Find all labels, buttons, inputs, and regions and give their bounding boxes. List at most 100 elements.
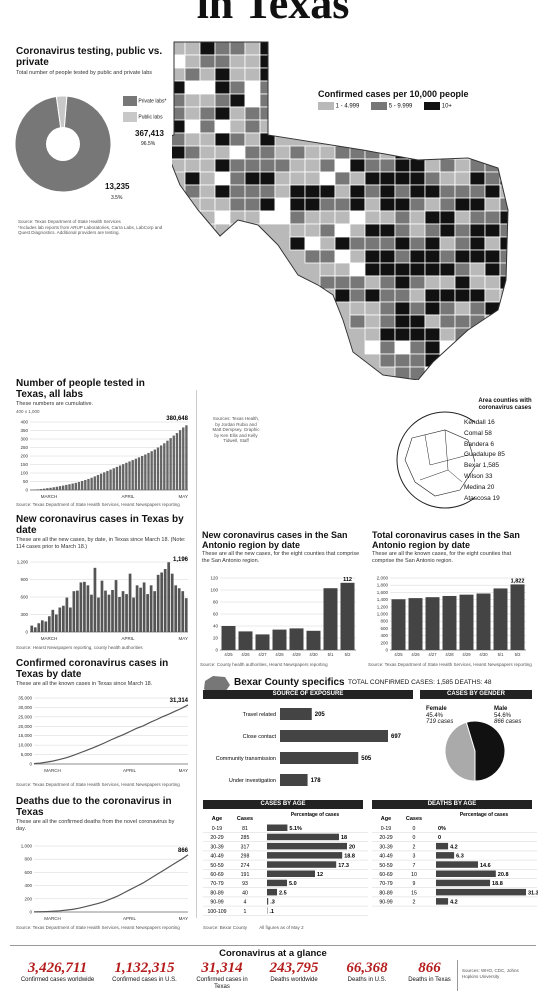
county-shape bbox=[199, 145, 216, 160]
county-shape bbox=[304, 236, 321, 251]
female-cases: 719 cases bbox=[426, 719, 454, 725]
county-shape bbox=[289, 236, 306, 251]
cases-cell: 317 bbox=[241, 844, 250, 850]
pie-hole bbox=[46, 127, 80, 161]
county-shape bbox=[244, 197, 261, 212]
county-shape bbox=[454, 249, 471, 264]
county-shape bbox=[259, 210, 276, 225]
bar bbox=[267, 824, 288, 831]
gender-banner: CASES BY GENDER bbox=[420, 690, 532, 699]
area-county-item: Medina 20 bbox=[464, 483, 495, 491]
county-shape bbox=[319, 210, 336, 225]
county-shape bbox=[170, 106, 186, 121]
bar bbox=[391, 599, 406, 650]
bar bbox=[99, 473, 103, 490]
age-cell: 20-29 bbox=[379, 835, 392, 841]
county-shape bbox=[454, 275, 471, 290]
county-shape bbox=[394, 249, 411, 264]
county-shape bbox=[199, 80, 216, 95]
bexar-source-text: Source: Bexar County bbox=[203, 925, 248, 930]
county-shape bbox=[319, 184, 336, 199]
y-tick-label: 350 bbox=[20, 428, 28, 433]
age-cell: 20-29 bbox=[210, 835, 223, 841]
testing-subtitle: Total number of people tested by public … bbox=[16, 70, 153, 76]
bar bbox=[408, 598, 423, 650]
bar bbox=[109, 469, 112, 490]
x-tick-label: 4/27 bbox=[258, 652, 267, 657]
y-tick-label: 1,200 bbox=[17, 560, 29, 565]
county-shape bbox=[349, 314, 366, 329]
female-label: Female bbox=[426, 706, 447, 712]
bar bbox=[159, 445, 163, 490]
col-header-pct: Percentage of cases bbox=[291, 812, 340, 818]
county-shape bbox=[424, 184, 441, 199]
legend-swatch-dark bbox=[424, 102, 441, 110]
county-shape bbox=[424, 236, 441, 251]
public-value: 13,235 bbox=[105, 182, 130, 191]
y-tick-label: 20 bbox=[213, 636, 219, 641]
testing-note: *Includes lab reports from ARUP Laborato… bbox=[18, 224, 163, 236]
county-shape bbox=[484, 249, 501, 264]
cases-cell: 0 bbox=[413, 826, 416, 832]
area-counties-list: Kendall 16 Comal 58 Bandera 6 Guadalupe … bbox=[464, 418, 544, 504]
x-tick-label: MAY bbox=[179, 768, 188, 773]
county-shape bbox=[379, 145, 396, 160]
county-shape bbox=[484, 288, 501, 303]
county-shape bbox=[244, 93, 261, 108]
glance-stats: 3,426,711 Confirmed cases worldwide 1,13… bbox=[14, 960, 544, 991]
county-shape bbox=[214, 184, 231, 199]
county-shape bbox=[229, 67, 246, 82]
county-shape bbox=[184, 42, 201, 56]
x-tick-label: MARCH bbox=[41, 494, 58, 499]
bar bbox=[280, 730, 388, 742]
bar bbox=[106, 470, 109, 490]
county-shape bbox=[214, 171, 231, 186]
county-shape bbox=[334, 210, 351, 225]
county-shape bbox=[424, 171, 441, 186]
y-tick-label: 250 bbox=[20, 445, 28, 450]
age-cell: 0-19 bbox=[212, 826, 222, 832]
x-tick-label: APRIL bbox=[121, 636, 135, 641]
bar bbox=[43, 488, 46, 490]
county-shape bbox=[409, 171, 426, 186]
county-shape bbox=[319, 158, 336, 173]
bar bbox=[153, 449, 156, 490]
pct-cell: 0% bbox=[438, 826, 446, 832]
bar bbox=[51, 609, 55, 632]
bar bbox=[46, 488, 49, 490]
new-cases-subtitle: These are all the new cases, by date, in… bbox=[16, 537, 186, 550]
stat-label: Confirmed cases worldwide bbox=[20, 977, 95, 983]
county-shape bbox=[184, 119, 201, 134]
county-shape bbox=[170, 80, 186, 95]
bar bbox=[122, 464, 125, 490]
county-shape bbox=[289, 197, 306, 212]
county-shape bbox=[364, 236, 381, 251]
county-shape bbox=[289, 184, 306, 199]
bar bbox=[104, 590, 107, 632]
legend-swatch-light bbox=[318, 102, 334, 110]
peak-label: 1,196 bbox=[173, 557, 189, 563]
county-shape bbox=[379, 288, 396, 303]
stat-label: Deaths in U.S. bbox=[347, 977, 387, 983]
stat-label: Confirmed cases in U.S. bbox=[112, 977, 177, 983]
county-shape bbox=[229, 210, 246, 225]
county-shape bbox=[349, 171, 366, 186]
y-tick-label: 50 bbox=[23, 479, 29, 484]
county-shape bbox=[439, 197, 456, 212]
bar bbox=[30, 625, 34, 632]
bar bbox=[47, 616, 51, 632]
bar bbox=[132, 597, 135, 632]
county-shape bbox=[394, 184, 411, 199]
data-label: 112 bbox=[343, 577, 352, 583]
bar bbox=[54, 614, 58, 632]
cases-cell: 93 bbox=[242, 881, 248, 887]
bar bbox=[36, 489, 40, 490]
y-tick-label: 200 bbox=[24, 896, 32, 901]
area-county-item: Bexar 1,585 bbox=[464, 462, 500, 470]
county-shape bbox=[244, 80, 261, 95]
cases-cell: 10 bbox=[411, 872, 417, 878]
y-tick-label: 60 bbox=[213, 612, 219, 617]
y-tick-label: 5,000 bbox=[21, 752, 33, 757]
county-shape bbox=[454, 158, 471, 173]
county-shape bbox=[379, 275, 396, 290]
